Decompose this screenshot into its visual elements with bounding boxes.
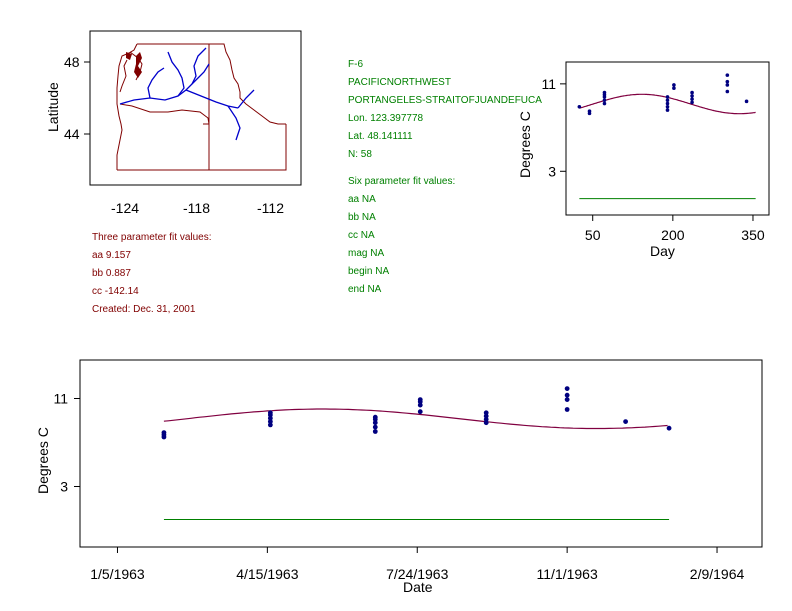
date-chart-xlabel: Date xyxy=(403,579,433,595)
data-point xyxy=(483,413,489,419)
six-param-value: begin NA xyxy=(348,266,390,277)
data-point xyxy=(372,429,378,434)
data-point xyxy=(665,105,670,109)
data-point xyxy=(417,402,423,408)
data-point xyxy=(417,409,423,415)
data-point xyxy=(483,417,489,422)
data-point xyxy=(483,410,489,416)
data-point xyxy=(602,90,607,95)
data-point xyxy=(267,410,273,416)
data-point xyxy=(602,98,607,103)
six-param-header: Six parameter fit values: xyxy=(348,176,456,187)
river-lines xyxy=(119,47,255,141)
data-point xyxy=(666,425,672,431)
data-point xyxy=(690,94,694,98)
map-ylabel: Latitude xyxy=(45,82,61,132)
data-point xyxy=(665,101,670,106)
data-point xyxy=(690,90,694,95)
data-point xyxy=(725,73,730,77)
three-param-value: aa 9.157 xyxy=(92,250,131,261)
date-chart-frame xyxy=(79,359,763,548)
map-ytick-label: 44 xyxy=(64,126,80,142)
data-point xyxy=(564,407,570,412)
station-line: N: 58 xyxy=(348,149,372,160)
data-point xyxy=(267,422,273,428)
data-point xyxy=(665,95,670,99)
created-date: Created: Dec. 31, 2001 xyxy=(92,304,196,315)
map-ytick-label: 48 xyxy=(64,54,80,70)
date-xtick-label: 11/1/1963 xyxy=(537,566,598,582)
coast-detail xyxy=(126,52,142,78)
day-xtick-label: 50 xyxy=(585,227,601,243)
six-param-value: bb NA xyxy=(348,212,376,223)
six-param-value: cc NA xyxy=(348,230,375,241)
data-point xyxy=(725,83,730,87)
six-param-value: end NA xyxy=(348,284,382,295)
data-point xyxy=(372,420,378,426)
date-ytick-label: 3 xyxy=(60,479,68,495)
three-param-value: bb 0.887 xyxy=(92,268,131,279)
station-line: F-6 xyxy=(348,59,363,70)
data-point xyxy=(725,89,730,94)
data-point xyxy=(602,101,607,106)
day-xtick-label: 200 xyxy=(661,227,685,243)
data-point xyxy=(577,105,582,109)
map-ticks xyxy=(84,61,90,135)
date-xtick-label: 1/5/1963 xyxy=(90,566,145,582)
station-line: PACIFICNORTHWEST xyxy=(348,77,451,88)
date-xtick-label: 2/9/1964 xyxy=(690,566,745,582)
day-chart-xlabel: Day xyxy=(650,243,675,259)
data-point xyxy=(564,397,570,402)
data-point xyxy=(267,419,273,424)
data-point xyxy=(372,414,378,420)
date-chart-ylabel: Degrees C xyxy=(35,427,51,494)
six-param-value: mag NA xyxy=(348,248,385,259)
three-param-info: Three parameter fit values: aa 9.157 bb … xyxy=(92,232,212,322)
map-xtick-label: -124 xyxy=(111,200,139,216)
three-param-value: cc -142.14 xyxy=(92,286,139,297)
three-param-header: Three parameter fit values: xyxy=(92,232,212,243)
fit-curve xyxy=(163,408,668,430)
data-point xyxy=(417,397,423,402)
date-xtick-label: 4/15/1963 xyxy=(236,566,298,582)
map-xtick-label: -112 xyxy=(257,200,284,216)
day-chart-frame xyxy=(565,61,770,216)
station-line: PORTANGELES-STRAITOFJUANDEFUCA xyxy=(348,95,542,106)
six-param-value: aa NA xyxy=(348,194,376,205)
day-ytick-label: 11 xyxy=(541,76,556,92)
data-point xyxy=(725,79,730,84)
date-ytick-label: 11 xyxy=(53,391,68,407)
data-point xyxy=(665,108,670,112)
data-point xyxy=(672,86,676,91)
station-info: F-6 PACIFICNORTHWEST PORTANGELES-STRAITO… xyxy=(348,59,542,302)
data-point xyxy=(372,424,378,430)
station-line: Lat. 48.141111 xyxy=(348,131,413,142)
map-xtick-label: -118 xyxy=(183,200,210,216)
map-frame xyxy=(89,30,302,186)
date-xtick-label: 7/24/1963 xyxy=(386,566,448,582)
data-point xyxy=(267,415,273,421)
data-point xyxy=(161,430,167,435)
data-point xyxy=(483,420,489,426)
day-ytick-label: 3 xyxy=(548,163,556,179)
day-xtick-label: 350 xyxy=(741,227,765,243)
data-point xyxy=(672,83,676,87)
station-line: Lon. 123.397778 xyxy=(348,113,424,124)
data-point xyxy=(744,99,749,104)
data-point xyxy=(564,392,570,398)
data-point xyxy=(587,109,592,113)
data-point xyxy=(665,98,670,103)
data-point xyxy=(690,97,694,101)
data-point xyxy=(690,100,694,105)
day-chart-ylabel: Degrees C xyxy=(517,111,533,178)
data-point xyxy=(623,419,628,424)
data-point xyxy=(564,386,570,391)
